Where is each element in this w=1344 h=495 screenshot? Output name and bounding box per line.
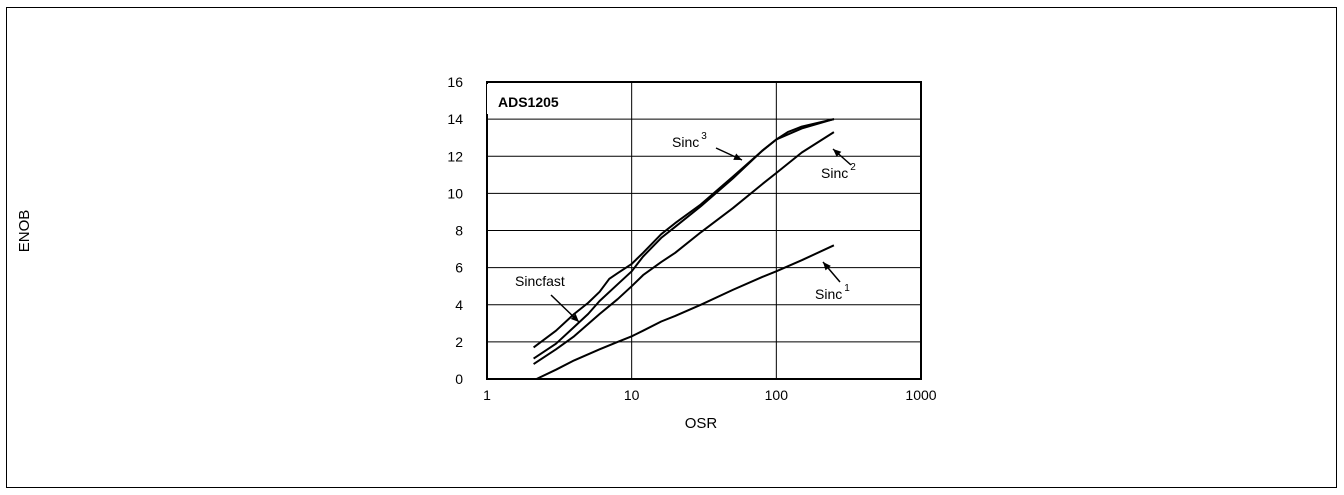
series-annotation-label: Sincfast (515, 273, 565, 289)
y-axis-title: ENOB (16, 210, 33, 253)
y-tick-label: 14 (447, 111, 463, 127)
annotations: Sincfast Sinc 3 Sinc 2 Sinc 1 (515, 131, 856, 323)
series-lines (533, 118, 835, 380)
plot-area (486, 81, 922, 380)
tick-labels: 0 2 4 6 8 10 12 14 16 1 10 100 1000 (447, 74, 936, 403)
y-tick-label: 4 (455, 297, 463, 313)
annotation-arrowhead (833, 149, 842, 157)
series-line-sinc1 (536, 244, 835, 380)
annotation-arrowhead (570, 313, 579, 322)
annotation-arrowhead (733, 153, 742, 160)
y-tick-label: 2 (455, 334, 463, 350)
series-line-sinc2 (533, 131, 835, 365)
figure-frame (6, 7, 1337, 488)
x-tick-label: 1000 (905, 387, 936, 403)
y-tick-label: 12 (447, 148, 463, 164)
x-tick-label: 1 (483, 387, 491, 403)
x-tick-label: 10 (624, 387, 640, 403)
y-tick-label: 8 (455, 223, 463, 239)
y-tick-label: 0 (455, 371, 463, 387)
series-annotation-label: Sinc 3 (672, 131, 707, 150)
x-axis-title: OSR (685, 415, 718, 432)
inset-label: ADS1205 (498, 94, 559, 110)
x-tick-label: 100 (765, 387, 789, 403)
inset-label-box (487, 84, 575, 114)
series-annotation-label: Sinc 1 (815, 283, 850, 302)
y-tick-label: 16 (447, 74, 463, 90)
series-annotation-label: Sinc 2 (821, 162, 856, 181)
y-tick-label: 10 (447, 185, 463, 201)
series-line-sinc3 (533, 118, 835, 360)
annotation-arrowhead (823, 262, 831, 271)
y-tick-label: 6 (455, 260, 463, 276)
